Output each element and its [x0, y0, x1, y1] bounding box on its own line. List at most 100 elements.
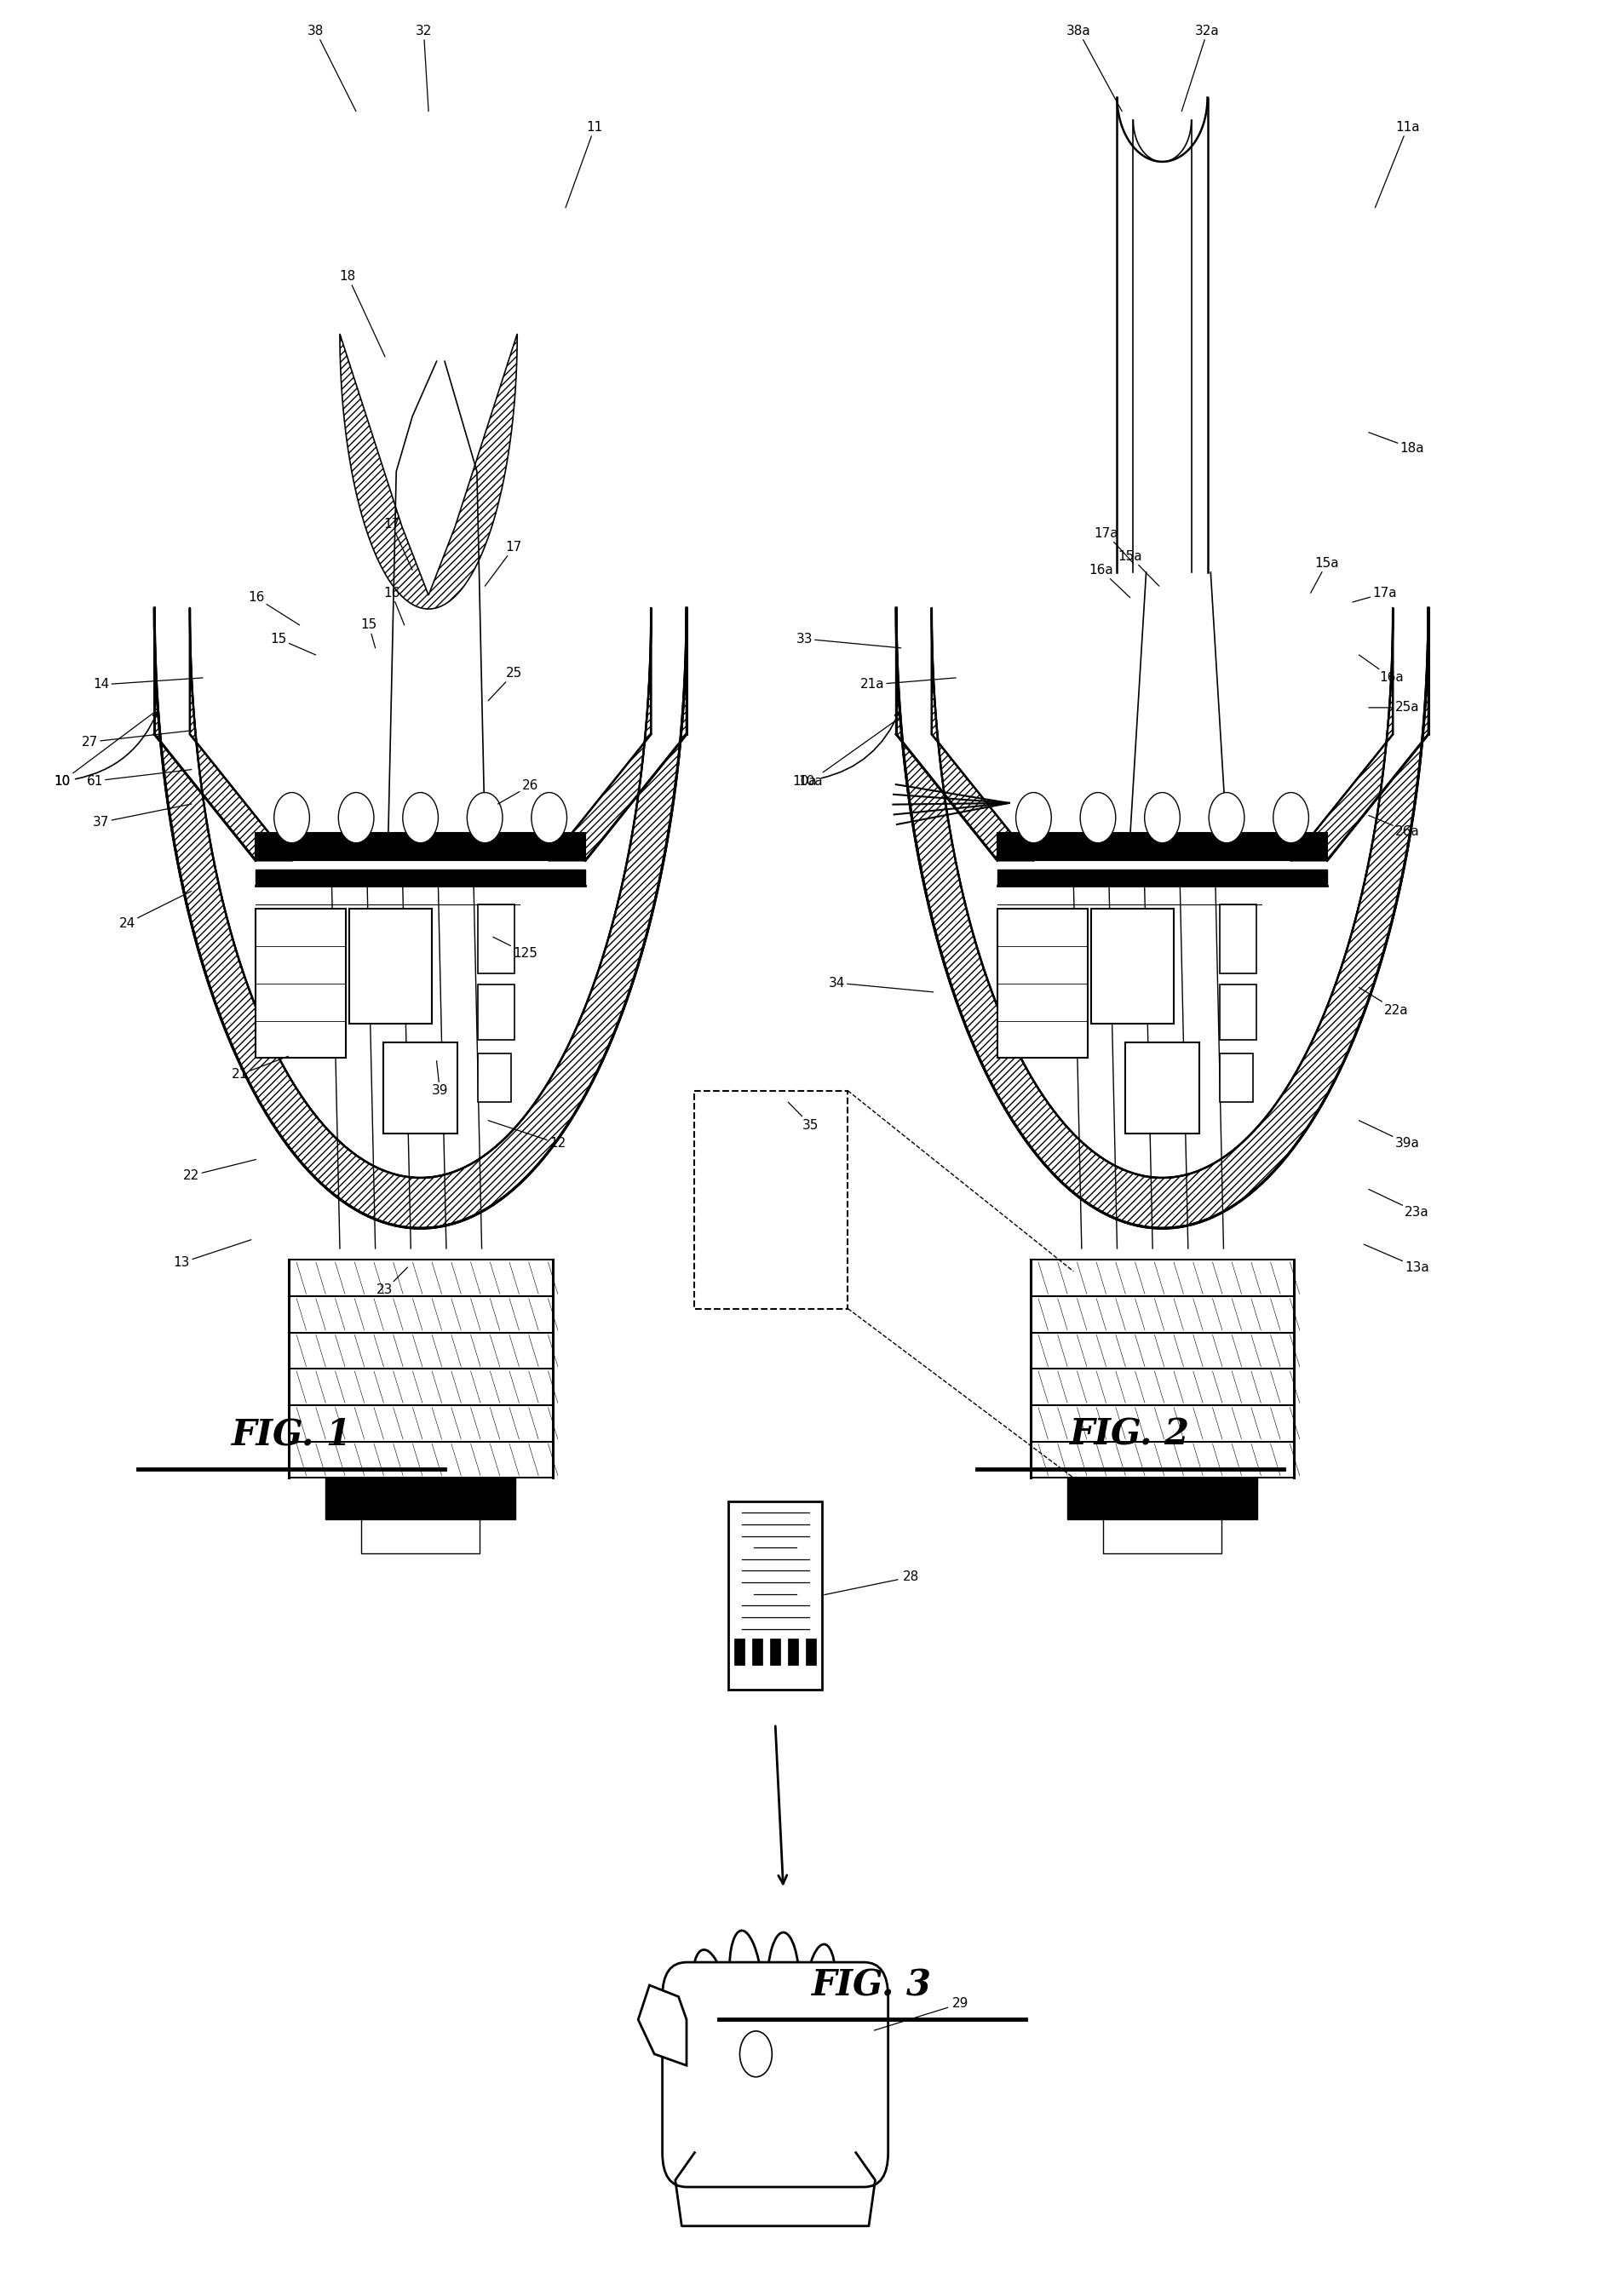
- Text: 15a: 15a: [1118, 549, 1160, 585]
- Bar: [478, 1054, 510, 1102]
- Text: 38: 38: [307, 25, 355, 110]
- Text: 34: 34: [828, 976, 933, 992]
- Ellipse shape: [693, 1949, 728, 2043]
- Text: 26a: 26a: [1368, 815, 1420, 838]
- Circle shape: [1080, 792, 1116, 843]
- Text: 38a: 38a: [1066, 25, 1122, 110]
- Text: 17a: 17a: [1093, 526, 1134, 563]
- Polygon shape: [638, 1986, 686, 2066]
- Text: 11a: 11a: [1374, 122, 1420, 207]
- Bar: [1103, 1520, 1221, 1554]
- Ellipse shape: [767, 1933, 799, 2039]
- Bar: [1126, 1042, 1200, 1134]
- Bar: [806, 1639, 816, 1665]
- Text: 37: 37: [94, 804, 192, 829]
- Bar: [255, 833, 586, 861]
- Text: 16a: 16a: [1358, 654, 1403, 684]
- Text: 16: 16: [247, 590, 299, 625]
- Text: FIG. 3: FIG. 3: [812, 1968, 932, 2002]
- Bar: [255, 909, 346, 1058]
- Text: 26: 26: [497, 778, 538, 804]
- Text: 29: 29: [874, 1998, 969, 2030]
- Bar: [788, 1639, 798, 1665]
- Polygon shape: [896, 608, 1428, 1228]
- Bar: [694, 1091, 848, 1309]
- Polygon shape: [339, 333, 517, 608]
- Text: 32a: 32a: [1182, 25, 1219, 110]
- Text: 10: 10: [55, 712, 158, 788]
- Text: 14: 14: [94, 677, 203, 691]
- Ellipse shape: [730, 1931, 762, 2039]
- Text: 15: 15: [270, 631, 315, 654]
- Polygon shape: [155, 608, 686, 1228]
- Text: 23: 23: [376, 1267, 407, 1297]
- Text: 13a: 13a: [1363, 1244, 1429, 1274]
- Circle shape: [1145, 792, 1181, 843]
- Text: 125: 125: [493, 937, 538, 960]
- Text: 32: 32: [415, 25, 431, 110]
- Bar: [1219, 905, 1256, 974]
- Text: 11: 11: [565, 122, 602, 207]
- Text: 39: 39: [431, 1061, 447, 1097]
- Text: 35: 35: [788, 1102, 819, 1132]
- Bar: [1068, 1479, 1258, 1520]
- Bar: [478, 905, 515, 974]
- Text: FIG. 1: FIG. 1: [231, 1417, 352, 1453]
- Text: FIG. 2: FIG. 2: [1071, 1417, 1190, 1453]
- Bar: [349, 909, 433, 1024]
- Bar: [362, 1520, 480, 1554]
- Text: 15: 15: [360, 618, 376, 647]
- Text: 61: 61: [87, 769, 192, 788]
- Text: 17: 17: [484, 540, 522, 585]
- Text: 25: 25: [488, 666, 522, 700]
- Text: 22a: 22a: [1358, 987, 1408, 1017]
- Text: 27: 27: [82, 730, 192, 748]
- Text: 15a: 15a: [1311, 556, 1339, 592]
- Bar: [998, 909, 1089, 1058]
- Text: 17: 17: [383, 517, 412, 569]
- Circle shape: [339, 792, 373, 843]
- Text: 12: 12: [488, 1120, 565, 1150]
- Bar: [255, 870, 586, 886]
- Text: 10a: 10a: [791, 712, 900, 788]
- Text: 10a: 10a: [798, 716, 901, 788]
- Bar: [728, 1502, 822, 1690]
- Text: 39a: 39a: [1358, 1120, 1420, 1150]
- Circle shape: [1273, 792, 1308, 843]
- Text: 33: 33: [796, 631, 901, 647]
- Ellipse shape: [806, 1945, 835, 2034]
- Bar: [735, 1639, 745, 1665]
- Bar: [1219, 1054, 1253, 1102]
- Bar: [383, 1042, 457, 1134]
- Bar: [326, 1479, 515, 1520]
- Circle shape: [740, 2032, 772, 2078]
- Text: 28: 28: [824, 1570, 919, 1596]
- Text: 18a: 18a: [1368, 432, 1424, 455]
- Bar: [998, 833, 1328, 861]
- Text: 16a: 16a: [1089, 563, 1130, 597]
- Bar: [1092, 909, 1174, 1024]
- Circle shape: [467, 792, 502, 843]
- Circle shape: [402, 792, 438, 843]
- FancyBboxPatch shape: [662, 1963, 888, 2188]
- Text: 21: 21: [231, 1056, 287, 1081]
- Bar: [478, 985, 515, 1040]
- Text: 25a: 25a: [1368, 700, 1420, 714]
- Circle shape: [1016, 792, 1051, 843]
- Polygon shape: [1118, 96, 1208, 572]
- Bar: [998, 870, 1328, 886]
- Text: 13: 13: [173, 1240, 252, 1270]
- Text: 24: 24: [120, 891, 192, 930]
- Text: 18: 18: [339, 271, 384, 356]
- Text: 21a: 21a: [859, 677, 956, 691]
- Circle shape: [531, 792, 567, 843]
- Text: 10: 10: [55, 712, 155, 788]
- Bar: [1219, 985, 1256, 1040]
- Circle shape: [275, 792, 310, 843]
- Text: 16: 16: [383, 585, 404, 625]
- Bar: [753, 1639, 762, 1665]
- Circle shape: [1210, 792, 1245, 843]
- Text: 23a: 23a: [1368, 1189, 1429, 1219]
- Text: 22: 22: [182, 1159, 257, 1182]
- Text: 17a: 17a: [1353, 585, 1397, 602]
